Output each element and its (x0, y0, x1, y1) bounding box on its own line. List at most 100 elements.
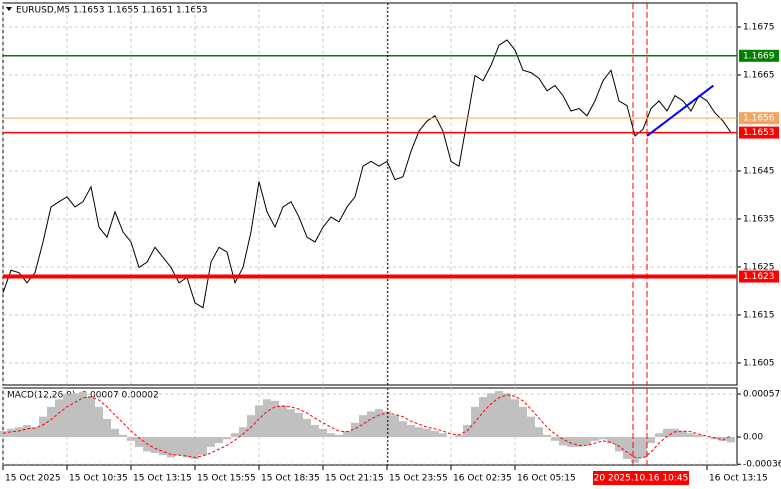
macd-bar (127, 437, 135, 441)
macd-bar (95, 406, 103, 438)
price-label-bg (739, 270, 779, 283)
macd-bar (23, 424, 31, 438)
macd-bar (479, 397, 487, 438)
x-tick-label: 15 Oct 13:15 (133, 474, 192, 484)
y-tick-label: 0.00 (743, 433, 763, 443)
macd-bar (39, 416, 47, 438)
macd-bar (591, 437, 599, 441)
chart-title: EURUSD,M5 1.1653 1.1655 1.1651 1.1653 (16, 6, 208, 16)
macd-bar (335, 434, 343, 438)
macd-bar (519, 406, 527, 438)
price-line (2, 39, 732, 309)
price-label-bg (739, 49, 779, 62)
y-tick-label: 1.1665 (743, 70, 775, 80)
macd-bar (623, 437, 631, 459)
macd-bar (279, 405, 287, 438)
macd-bar (303, 418, 311, 438)
price-label-bg (739, 112, 779, 125)
macd-bar (263, 399, 271, 438)
y-tick-label: 1.1635 (743, 214, 775, 224)
macd-bar (311, 424, 319, 438)
price-label: 1.1623 (743, 272, 775, 282)
macd-bar (599, 437, 607, 440)
macd-bar (0, 431, 7, 438)
y-tick-label: 1.1605 (743, 358, 775, 368)
macd-bar (247, 415, 255, 438)
macd-bar (199, 437, 207, 456)
x-tick-label: 15 Oct 18:35 (261, 474, 320, 484)
x-tick-label: 16 Oct 02:35 (453, 474, 512, 484)
macd-bar (159, 437, 167, 456)
macd-bar (351, 422, 359, 438)
trendline (646, 84, 715, 137)
macd-bar (47, 406, 55, 438)
macd-bar (191, 437, 199, 459)
macd-bar (615, 437, 623, 452)
macd-bar (319, 428, 327, 438)
macd-bar (103, 418, 111, 438)
macd-bar (55, 399, 63, 438)
macd-bar (327, 433, 335, 438)
macd-bar (663, 428, 671, 438)
macd-bar (175, 437, 183, 456)
macd-bar (239, 427, 247, 438)
macd-bar (7, 428, 15, 438)
macd-bar (295, 412, 303, 438)
macd-bar (583, 437, 591, 446)
macd-bar (687, 433, 695, 438)
x-tick-label: 15 Oct 10:35 (69, 474, 128, 484)
cursor-label-bg (593, 471, 689, 485)
y-tick-label: 1.1675 (743, 22, 775, 32)
macd-bar (727, 437, 735, 443)
x-tick-label: 16 Oct 13:15 (709, 474, 768, 484)
x-tick-label: 15 Oct 23:55 (389, 474, 448, 484)
macd-bar (31, 427, 39, 438)
symbol-menu-icon (6, 7, 12, 11)
macd-bar (271, 400, 279, 438)
price-label-bg (739, 126, 779, 139)
macd-bar (111, 428, 119, 438)
y-tick-label: 1.1625 (743, 262, 775, 272)
macd-bar (183, 437, 191, 458)
macd-bar (495, 391, 503, 438)
macd-bar (655, 433, 663, 438)
macd-bar (527, 416, 535, 438)
macd-bar (287, 409, 295, 438)
macd-bar (119, 434, 127, 438)
macd-bar (679, 431, 687, 438)
x-tick-label: 16 Oct 05:15 (517, 474, 576, 484)
macd-bar (503, 393, 511, 438)
macd-bar (215, 437, 223, 444)
macd-bar (359, 415, 367, 438)
x-tick-label: 15 Oct 15:55 (197, 474, 256, 484)
macd-bar (255, 405, 263, 438)
macd-bar (455, 434, 463, 438)
macd-bar (639, 437, 647, 458)
y-tick-label: -0.00036 (743, 460, 781, 470)
macd-bar (551, 437, 559, 441)
price-label: 1.1669 (743, 51, 775, 61)
macd-bar (607, 437, 615, 444)
price-label: 1.1656 (743, 114, 775, 124)
macd-bar (367, 411, 375, 438)
macd-bar (695, 434, 703, 438)
macd-bar (415, 427, 423, 438)
macd-bar (87, 397, 95, 438)
macd-bar (207, 437, 215, 447)
macd-bar (223, 437, 231, 440)
macd-bar (559, 437, 567, 446)
macd-bar (15, 427, 23, 438)
price-label: 1.1653 (743, 128, 775, 138)
macd-bar (439, 433, 447, 438)
macd-bar (71, 393, 79, 438)
macd-bar (431, 431, 439, 438)
macd-bar (399, 421, 407, 438)
macd-bar (407, 424, 415, 438)
macd-bar (135, 437, 143, 447)
x-tick-label: 15 Oct 2025 (5, 474, 61, 484)
x-tick-label: 15 Oct 21:15 (325, 474, 384, 484)
macd-bar (511, 399, 519, 438)
macd-bar (151, 437, 159, 453)
